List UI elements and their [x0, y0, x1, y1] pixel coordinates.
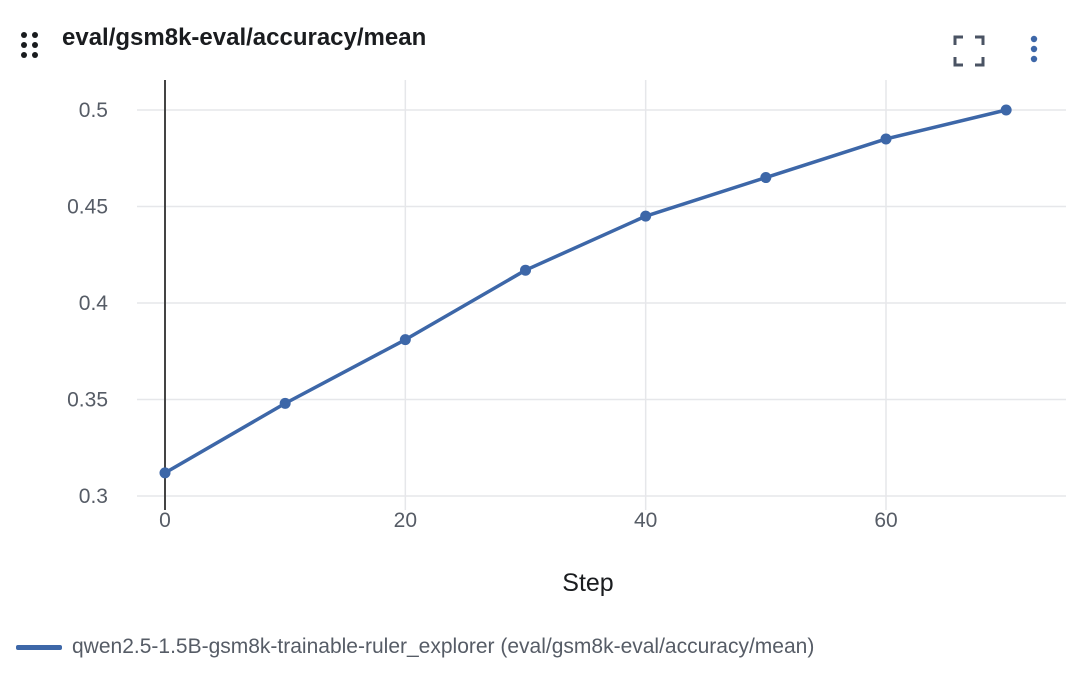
legend-swatch: [16, 644, 62, 650]
line-chart[interactable]: 0.3 0.35 0.4 0.45 0.5 0 20 40 60 Step: [0, 0, 1076, 620]
legend-item-label: qwen2.5-1.5B-gsm8k-trainable-ruler_explo…: [72, 635, 815, 658]
data-point[interactable]: [159, 467, 171, 479]
data-point[interactable]: [880, 133, 892, 145]
x-tick-label: 0: [159, 509, 171, 532]
series-line: [163, 108, 1008, 475]
x-tick-label: 20: [394, 509, 417, 532]
fullscreen-icon: [953, 35, 985, 67]
more-options-button[interactable]: [1024, 34, 1044, 68]
data-point[interactable]: [1000, 104, 1012, 116]
x-axis-ticks: 0 20 40 60: [159, 509, 898, 532]
y-tick-label: 0.35: [67, 389, 108, 412]
series-layer: [159, 104, 1012, 479]
x-axis-title: Step: [562, 569, 613, 597]
data-point[interactable]: [279, 397, 291, 409]
x-tick-label: 60: [874, 509, 897, 532]
x-tick-label: 40: [634, 509, 657, 532]
fullscreen-button[interactable]: [952, 34, 986, 68]
drag-handle-icon[interactable]: [20, 31, 40, 59]
data-point[interactable]: [760, 172, 772, 184]
data-point[interactable]: [520, 264, 531, 276]
data-point[interactable]: [640, 210, 652, 222]
y-tick-label: 0.5: [79, 99, 108, 122]
panel-title: eval/gsm8k-eval/accuracy/mean: [62, 24, 427, 51]
more-vertical-icon: [1030, 35, 1038, 63]
y-tick-label: 0.3: [79, 485, 108, 508]
grid-lines: [137, 80, 1066, 510]
legend[interactable]: qwen2.5-1.5B-gsm8k-trainable-ruler_explo…: [16, 630, 814, 664]
data-point[interactable]: [399, 334, 411, 346]
y-tick-label: 0.4: [79, 292, 109, 315]
y-axis-ticks: 0.3 0.35 0.4 0.45 0.5: [67, 99, 108, 508]
y-tick-label: 0.45: [67, 196, 108, 219]
panel-header: eval/gsm8k-eval/accuracy/mean: [0, 0, 1076, 84]
